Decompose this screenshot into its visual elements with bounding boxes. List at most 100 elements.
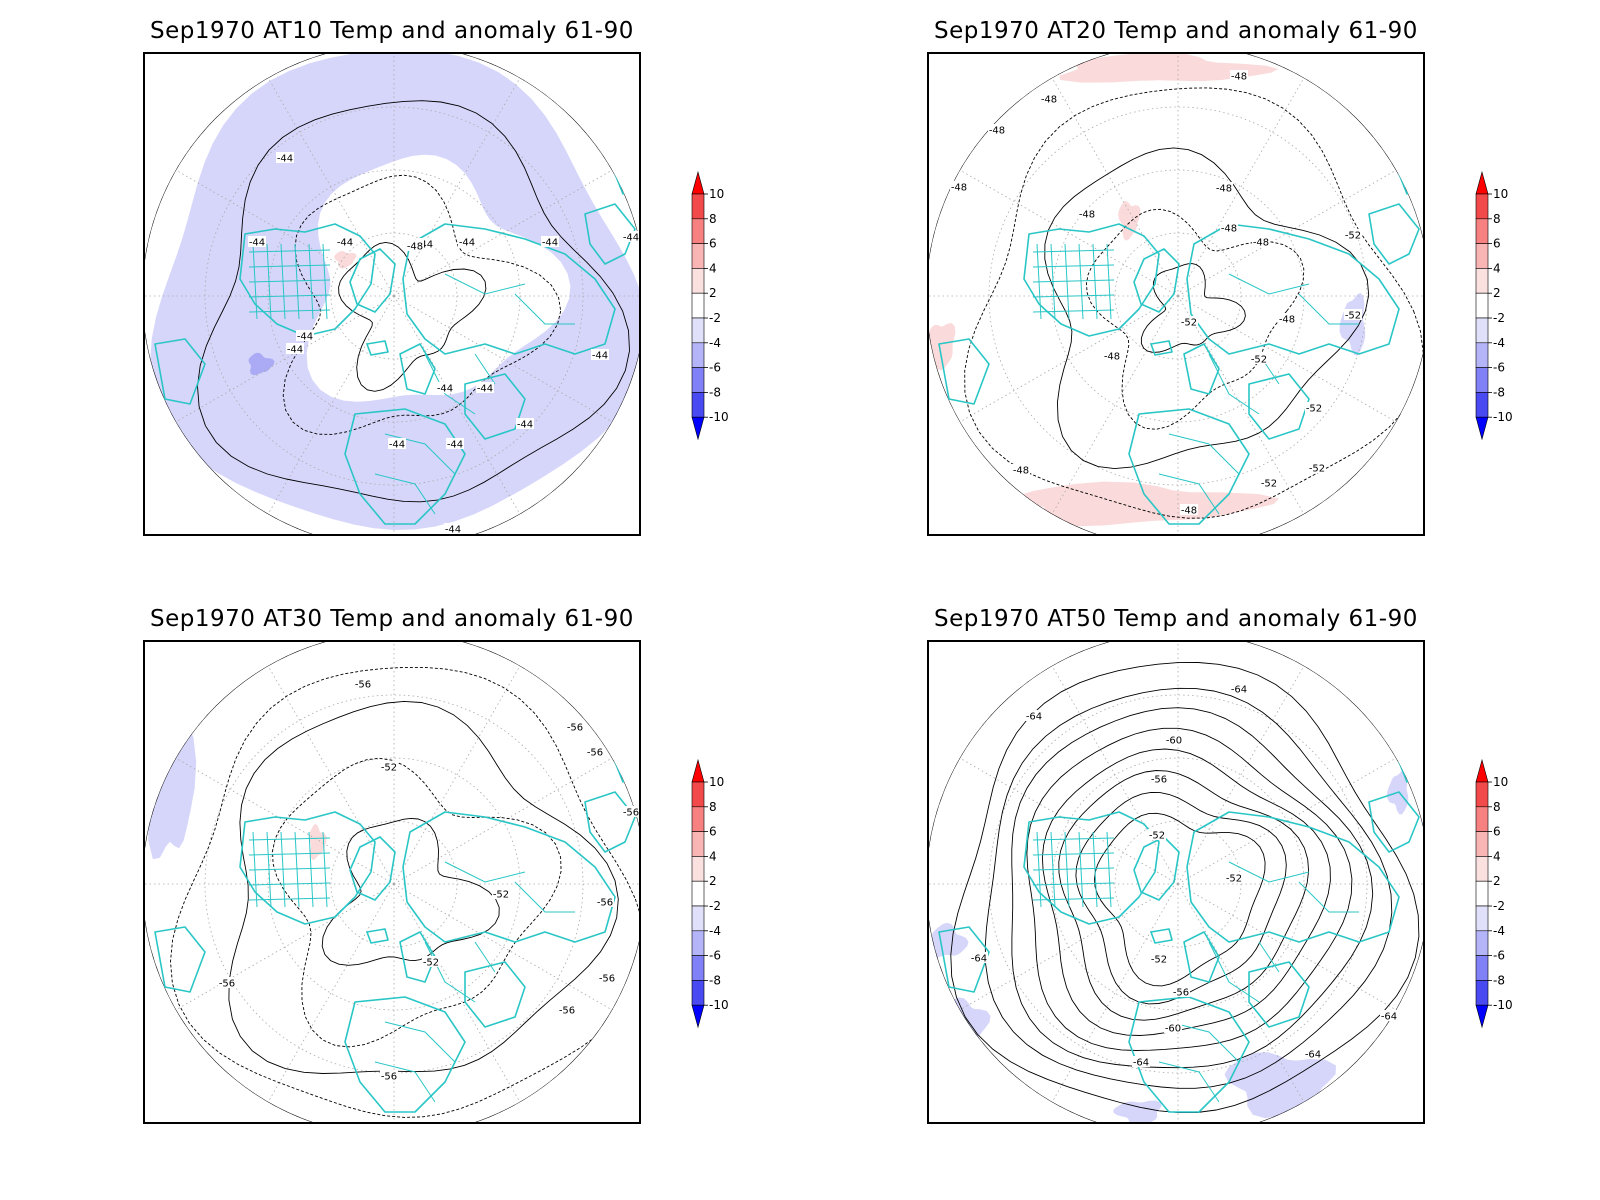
colorbar-tick-label: -2 <box>709 311 721 325</box>
colorbar-svg: 10 8 6 4 2 -2 -4 -6 -8 -10 <box>691 758 729 1029</box>
coastline <box>1133 248 1180 313</box>
contour-line <box>984 687 1393 1089</box>
coastline <box>614 163 636 195</box>
colorbar-tick-label: -2 <box>709 899 721 913</box>
contour-label: -56 <box>597 898 613 909</box>
colorbar-tick-label: -4 <box>1493 336 1505 350</box>
anomaly-region <box>309 824 327 860</box>
contour-label: -44 <box>623 233 639 244</box>
contour-label-bg <box>406 240 424 251</box>
colorbar-segment <box>691 193 705 220</box>
contour-label-bg <box>558 1004 576 1015</box>
contour-label: -52 <box>1309 464 1325 475</box>
contour-label-bg <box>248 236 266 247</box>
colorbar-tick-label: -10 <box>709 410 729 424</box>
colorbar-tick-label: -10 <box>1493 998 1513 1012</box>
contour-label: -56 <box>567 723 583 734</box>
contour-label-bg <box>1132 1056 1150 1067</box>
contour-label: -60 <box>1166 736 1182 747</box>
colorbar-segment <box>691 367 705 393</box>
contour-label: -52 <box>1345 311 1361 322</box>
colorbar-tick-label: -6 <box>709 949 721 963</box>
anomaly-region <box>943 997 991 1047</box>
coastline <box>399 931 436 983</box>
coastline <box>1368 791 1420 853</box>
contour-label: -52 <box>1345 231 1361 242</box>
contour-label: -56 <box>355 680 371 691</box>
colorbar-tick-label: 8 <box>1493 212 1501 226</box>
contour-label-bg <box>1230 683 1248 694</box>
contour-label: -48 <box>1181 506 1197 517</box>
state-borders <box>248 243 331 320</box>
colorbar-segment <box>691 955 705 981</box>
coastline <box>402 811 616 943</box>
colorbar-cap-top <box>691 170 705 195</box>
anomaly-region <box>248 352 275 376</box>
contour-label: -44 <box>459 238 475 249</box>
contour-label-bg <box>1220 222 1238 233</box>
colorbar-body <box>1475 758 1489 1029</box>
colorbar-tick-label: -2 <box>1493 899 1505 913</box>
contour-label: -52 <box>381 763 397 774</box>
anomaly-region <box>150 54 639 530</box>
meridian-line <box>175 757 395 885</box>
contour-label-bg <box>1165 734 1183 745</box>
meridian-line <box>267 77 395 297</box>
contour-label-bg <box>1025 710 1043 721</box>
colorbar-segment <box>691 292 705 319</box>
contour-label: -44 <box>287 345 303 356</box>
contour-label: -48 <box>1221 224 1237 235</box>
coastline <box>938 926 990 993</box>
colorbar-svg: 10 8 6 4 2 -2 -4 -6 -8 -10 <box>1475 758 1513 1029</box>
colorbar-tick-label: 6 <box>709 237 717 251</box>
anomaly-region <box>1118 201 1141 241</box>
contour-label: -48 <box>1231 72 1247 83</box>
contour-label-bg <box>1278 313 1296 324</box>
coastline <box>366 340 389 356</box>
colorbar-segment <box>691 781 705 808</box>
contour-label-bg <box>276 152 294 163</box>
colorbar-segment <box>1475 317 1489 344</box>
contour-label-bg <box>1344 229 1362 240</box>
contour-label-bg <box>1304 1048 1322 1059</box>
contour-label: -44 <box>445 525 461 536</box>
panel-title: Sep1970 AT50 Temp and anomaly 61-90 <box>934 606 1418 632</box>
colorbar-segment <box>1475 193 1489 220</box>
contour-label: -48 <box>1079 210 1095 221</box>
contour-label: -56 <box>559 1006 575 1017</box>
colorbar-tick-label: -6 <box>1493 949 1505 963</box>
coastline <box>1248 373 1310 440</box>
anomaly-region <box>1020 481 1279 527</box>
colorbar-tick-label: 4 <box>1493 849 1501 863</box>
contour-label: -56 <box>1173 988 1189 999</box>
contour-label: -44 <box>517 420 533 431</box>
colorbar-segment <box>691 342 705 368</box>
contour-line <box>197 100 630 503</box>
colorbar-segment <box>1475 905 1489 932</box>
colorbar-tick-label: -8 <box>709 385 721 399</box>
coastline <box>614 751 636 783</box>
contour-label-bg <box>1172 986 1190 997</box>
polar-map: -44 -44 -44 -44 -44 -44 -44 -44 -44 -44 -44 -44 -44-… <box>143 52 641 536</box>
lat-lon-grid <box>145 642 639 1122</box>
coastline <box>399 343 436 395</box>
contour-label: -56 <box>587 748 603 759</box>
polar-map: -48 -48 -48 -48 -48 -48 -48 -48 -52 -52 -48 -52 -48 -… <box>927 52 1425 536</box>
coastline <box>239 811 376 925</box>
colorbar-segment <box>691 218 705 244</box>
meridian-line <box>1177 883 1305 1103</box>
meridian-line <box>393 77 521 297</box>
contour-label: -52 <box>423 958 439 969</box>
contour-label: -44 <box>447 440 463 451</box>
colorbar-segment <box>1475 930 1489 956</box>
contour-label-bg <box>1225 872 1243 883</box>
contour-label-bg <box>622 231 639 242</box>
colorbar-svg: 10 8 6 4 2 -2 -4 -6 -8 -10 <box>691 170 729 441</box>
coastline <box>584 791 636 853</box>
contour-label: -56 <box>1151 775 1167 786</box>
colorbar-tick-label: 2 <box>709 874 717 888</box>
contour-label-bg <box>1380 1010 1398 1021</box>
coastlines <box>938 163 1420 525</box>
contour-label: -52 <box>1306 404 1322 415</box>
coastline <box>1186 223 1400 355</box>
